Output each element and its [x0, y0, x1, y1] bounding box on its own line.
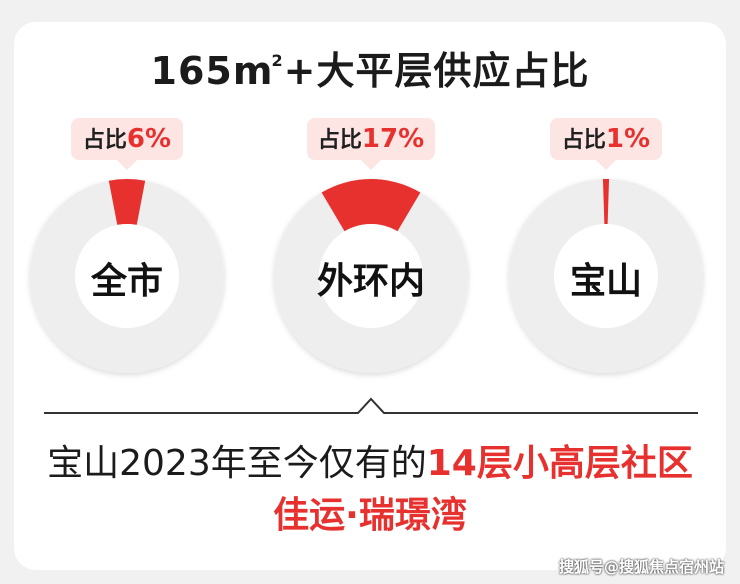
title-main: 165m [150, 49, 274, 93]
donut-center-label: 宝山 [569, 261, 642, 302]
title-rest: +大平层供应占比 [283, 49, 590, 93]
divider-line [44, 397, 698, 414]
percent-label: 17% [361, 124, 425, 154]
donut-slice-2 [321, 179, 421, 232]
donut-center-label: 全市 [90, 261, 163, 302]
donut-charts: 占比6% 全市 占比17% 外环内 占比1% 宝山 [30, 118, 703, 373]
percent-bubble-2: 占比17% [307, 118, 435, 170]
percent-bubble-prefix: 占比 [317, 128, 362, 153]
percent-bubble-3: 占比1% [550, 118, 662, 170]
donut-slice-3 [602, 179, 610, 225]
chart-title: 165m2+大平层供应占比 [0, 40, 740, 95]
watermark: 搜狐号@搜狐焦点宿州站 [558, 558, 724, 576]
percent-bubble-prefix: 占比 [82, 128, 127, 153]
footer-line-1: 宝山2023年至今仅有的14层小高层社区 [0, 434, 740, 486]
donut-hole-3 [554, 224, 658, 328]
footer-line-1-highlight: 14层小高层社区 [426, 443, 693, 484]
donut-slice-1 [108, 179, 146, 225]
percent-label: 6% [126, 124, 172, 154]
percent-bubble-1: 占比6% [71, 118, 183, 170]
donut-svg [30, 179, 703, 373]
donut-hole-1 [75, 224, 179, 328]
percent-label: 1% [605, 124, 651, 154]
donut-center-label: 外环内 [316, 261, 425, 302]
percent-bubble-prefix: 占比 [561, 128, 606, 153]
title-superscript: 2 [271, 51, 284, 70]
footer-line-1-text: 宝山2023年至今仅有的 [47, 443, 427, 484]
footer-line-2: 佳运·瑞璟湾 [273, 495, 467, 536]
donut-hole-2 [319, 224, 423, 328]
